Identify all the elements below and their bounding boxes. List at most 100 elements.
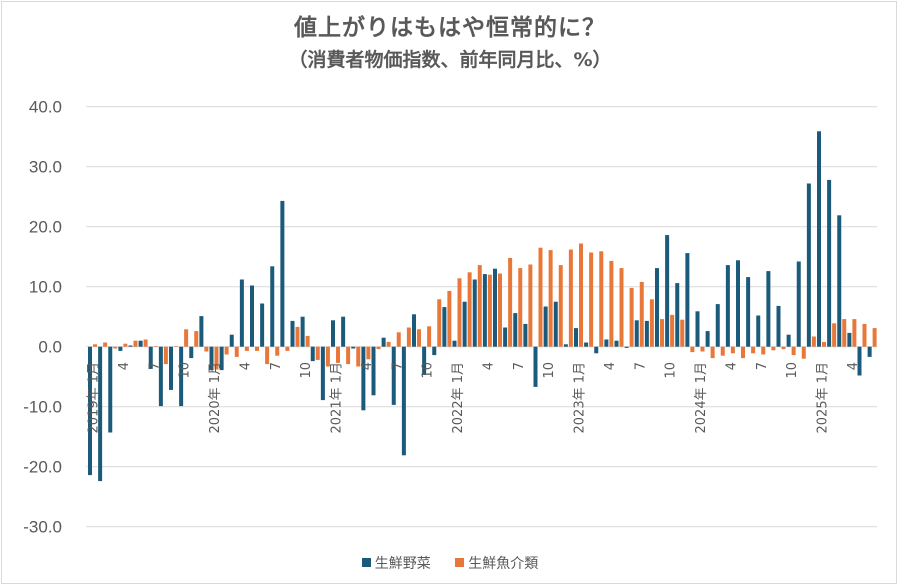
x-tick-label: 4 xyxy=(724,362,739,370)
bar-seafood xyxy=(224,346,229,355)
bar-seafood xyxy=(295,326,300,347)
bar-vegetables xyxy=(452,340,457,347)
bar-seafood xyxy=(619,268,624,347)
legend: 生鮮野菜 生鮮魚介類 xyxy=(0,553,900,573)
bar-seafood xyxy=(629,287,634,347)
bar-seafood xyxy=(184,329,189,347)
bar-vegetables xyxy=(98,346,103,482)
x-tick-label: 7 xyxy=(633,362,648,370)
bar-vegetables xyxy=(371,346,376,396)
x-tick-label: 4 xyxy=(603,362,618,370)
x-tick-label: 10 xyxy=(299,362,314,379)
legend-item-seafood: 生鮮魚介類 xyxy=(455,553,538,573)
chart-subtitle: （消費者物価指数、前年同月比、%） xyxy=(288,49,612,71)
bar-seafood xyxy=(315,346,320,360)
bar-seafood xyxy=(427,326,432,347)
bar-vegetables xyxy=(584,342,589,347)
bar-seafood xyxy=(589,252,594,347)
y-tick-label: -10.0 xyxy=(23,398,62,417)
bar-vegetables xyxy=(199,316,204,347)
bar-vegetables xyxy=(644,320,649,347)
bar-vegetables xyxy=(290,320,295,347)
bar-vegetables xyxy=(412,314,416,347)
bar-seafood xyxy=(153,346,158,347)
chart-title: 値上がりはもはや恒常的に？ xyxy=(294,15,606,41)
x-tick-label: 7 xyxy=(512,362,527,370)
bar-vegetables xyxy=(148,346,153,369)
y-axis: 40.0 30.0 20.0 10.0 0.0 -10.0 -20.0 -30.0 xyxy=(23,98,62,537)
bar-seafood xyxy=(305,335,310,347)
bar-vegetables xyxy=(442,307,447,347)
bar-seafood xyxy=(862,323,867,347)
bar-vegetables xyxy=(280,200,285,347)
bar-vegetables xyxy=(331,320,335,347)
bar-seafood xyxy=(801,346,806,359)
bar-seafood xyxy=(599,251,604,347)
bar-seafood xyxy=(123,343,128,347)
y-tick-label: 10.0 xyxy=(29,278,62,297)
x-tick-label: 7 xyxy=(147,362,162,370)
bar-vegetables xyxy=(513,313,518,347)
bar-seafood xyxy=(447,290,452,347)
bar-seafood xyxy=(93,344,97,347)
bar-seafood xyxy=(346,346,351,365)
x-tick-label: 4 xyxy=(846,362,861,370)
bar-vegetables xyxy=(128,345,133,347)
bar-vegetables xyxy=(533,346,538,387)
bar-seafood xyxy=(103,342,108,347)
bar-seafood xyxy=(518,268,523,347)
legend-label-vegetables: 生鮮野菜 xyxy=(374,556,431,572)
bar-seafood xyxy=(325,346,330,367)
bar-seafood xyxy=(376,346,381,350)
bar-vegetables xyxy=(614,340,619,347)
bar-vegetables xyxy=(462,301,467,347)
bar-vegetables xyxy=(705,331,710,347)
x-tick-label: 4 xyxy=(481,362,496,370)
bar-seafood xyxy=(487,274,492,347)
bar-seafood xyxy=(406,327,411,347)
bar-seafood xyxy=(113,346,118,349)
bar-seafood xyxy=(842,319,847,347)
bar-vegetables xyxy=(604,339,609,347)
bar-seafood xyxy=(498,273,502,347)
bar-seafood xyxy=(467,272,472,347)
bar-vegetables xyxy=(401,346,406,456)
bar-vegetables xyxy=(837,215,842,347)
bar-vegetables xyxy=(857,346,862,376)
x-tick-label: 2024年 1月 xyxy=(694,362,709,434)
bar-seafood xyxy=(457,278,462,347)
bar-seafood xyxy=(700,346,705,352)
bar-vegetables xyxy=(158,346,163,407)
bar-seafood xyxy=(609,260,614,347)
x-tick-label: 2021年 1月 xyxy=(330,362,345,434)
bar-vegetables xyxy=(189,346,194,359)
y-tick-label: 30.0 xyxy=(29,158,62,177)
bar-seafood xyxy=(538,247,543,347)
bar-vegetables xyxy=(675,283,680,347)
bar-seafood xyxy=(558,265,563,347)
bar-vegetables xyxy=(361,346,366,411)
bar-vegetables xyxy=(270,266,275,347)
bar-vegetables xyxy=(806,183,811,347)
bar-vegetables xyxy=(229,334,234,347)
bar-seafood xyxy=(255,346,259,351)
bar-vegetables xyxy=(493,268,497,347)
bar-seafood xyxy=(417,329,421,347)
bar-vegetables xyxy=(310,346,315,362)
bar-vegetables xyxy=(867,346,872,357)
bar-vegetables xyxy=(695,311,700,347)
bar-seafood xyxy=(832,323,837,347)
bar-seafood xyxy=(751,346,756,354)
bar-vegetables xyxy=(766,271,771,347)
legend-item-vegetables: 生鮮野菜 xyxy=(361,553,431,573)
bar-vegetables xyxy=(847,332,852,347)
x-tick-label: 2023年 1月 xyxy=(573,362,588,434)
bar-vegetables xyxy=(250,285,254,347)
bar-seafood xyxy=(690,346,695,353)
bar-vegetables xyxy=(219,346,224,371)
bar-vegetables xyxy=(341,316,346,347)
bar-seafood xyxy=(437,299,442,347)
bar-vegetables xyxy=(169,346,173,390)
bar-vegetables xyxy=(543,306,548,347)
